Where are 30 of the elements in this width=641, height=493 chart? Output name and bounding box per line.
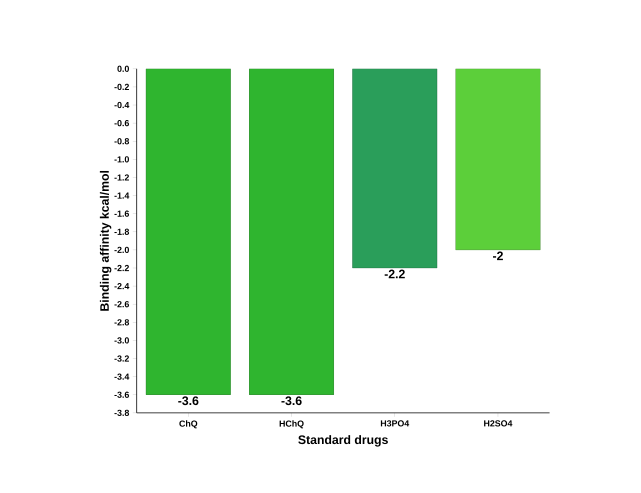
y-tick-label: -1.6 bbox=[114, 210, 129, 217]
y-tick-label: -2.6 bbox=[114, 300, 129, 308]
y-tick-label: -3.2 bbox=[114, 355, 129, 362]
x-tick-label: ChQ bbox=[179, 420, 198, 428]
data-label: -3.6 bbox=[178, 396, 198, 405]
y-tick-label: 0.0 bbox=[117, 65, 129, 72]
y-tick-label: -3.8 bbox=[114, 409, 130, 416]
y-tick-label: -2.0 bbox=[114, 246, 129, 253]
y-tick-label: -0.4 bbox=[114, 102, 130, 108]
y-axis-title: Binding affinity kcal/mol bbox=[100, 170, 112, 311]
y-tick-label: -1.8 bbox=[114, 228, 130, 235]
y-tick-label: -2.2 bbox=[114, 264, 129, 271]
data-label: -2 bbox=[493, 251, 503, 260]
y-tick-label: -1.0 bbox=[114, 156, 129, 162]
y-tick-label: -3.0 bbox=[114, 337, 129, 344]
y-tick-label: -0.6 bbox=[114, 120, 129, 126]
x-tick-label: H2SO4 bbox=[484, 420, 512, 426]
y-tick-label: -3.4 bbox=[114, 373, 130, 380]
y-tick-label: -2.4 bbox=[114, 282, 130, 289]
y-tick-label: -0.8 bbox=[114, 138, 130, 144]
y-tick-label: -0.2 bbox=[114, 84, 129, 90]
y-tick-label: -1.2 bbox=[114, 174, 129, 180]
y-tick-label: -1.4 bbox=[114, 192, 130, 198]
x-tick-label: HChQ bbox=[280, 420, 304, 428]
x-tick-label: H3PO4 bbox=[380, 420, 410, 426]
data-label: -3.6 bbox=[281, 396, 302, 405]
y-tick-label: -3.6 bbox=[114, 391, 129, 398]
x-axis-title: Standard drugs bbox=[298, 434, 388, 446]
y-tick-label: -2.8 bbox=[114, 318, 130, 326]
data-label: -2.2 bbox=[384, 269, 405, 278]
